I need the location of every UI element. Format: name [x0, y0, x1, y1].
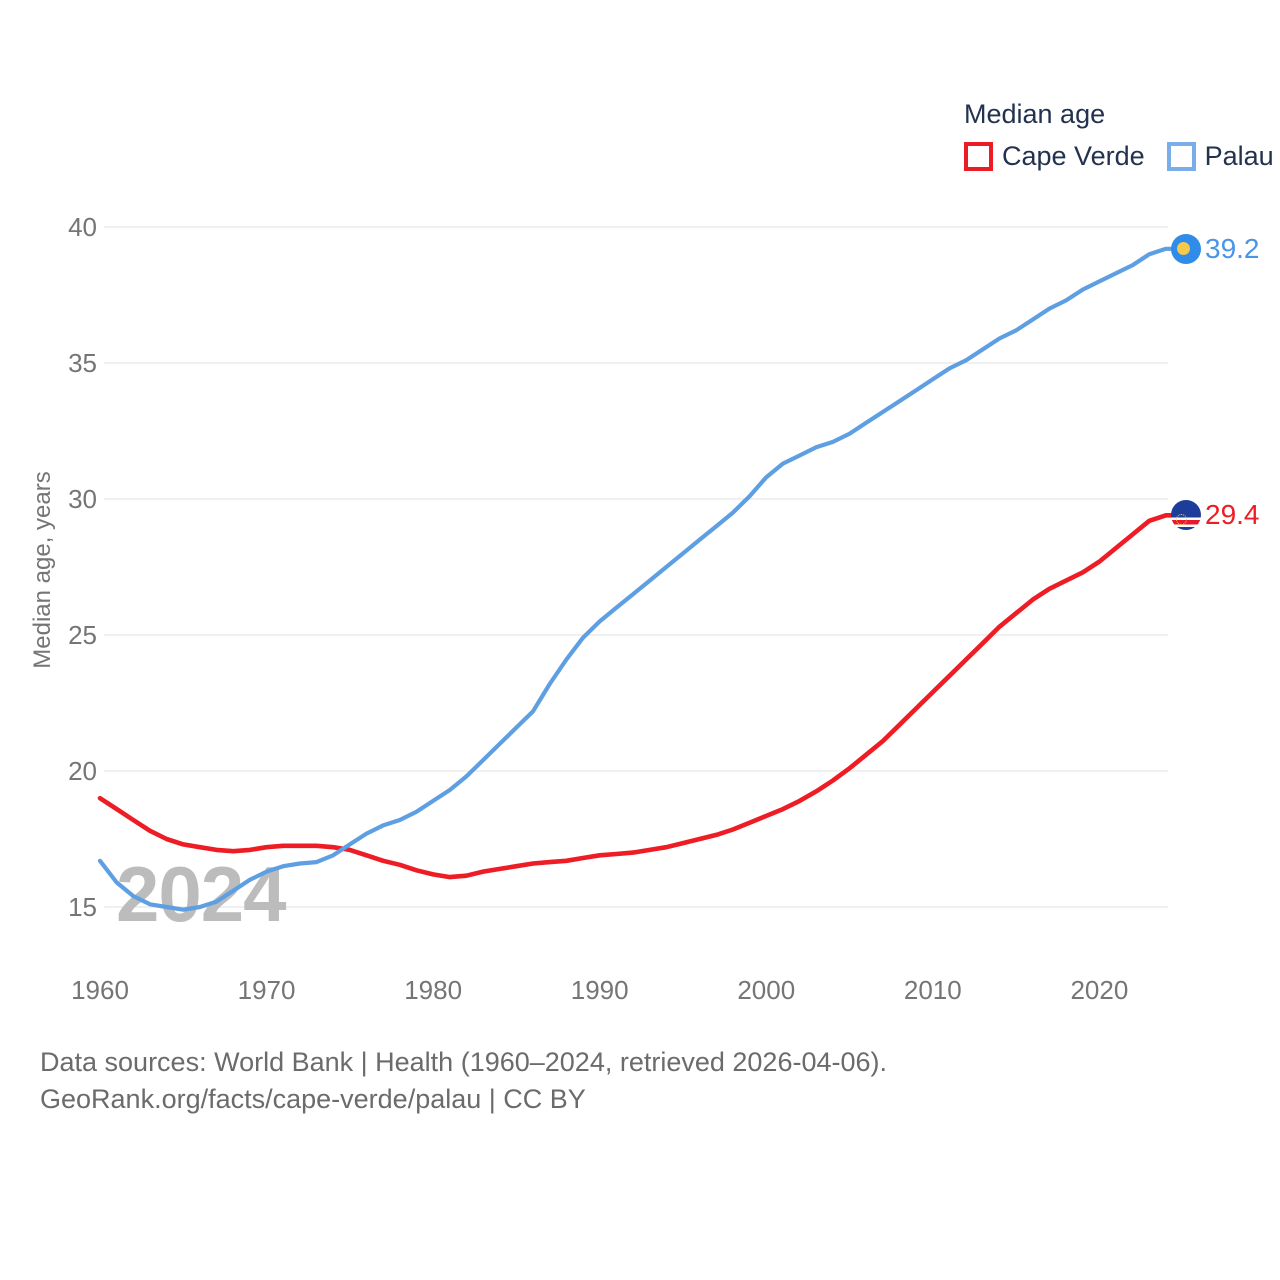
legend-item-label: Cape Verde: [1002, 141, 1145, 171]
watermark-year: 2024: [116, 850, 286, 938]
legend-title: Median age: [964, 99, 1106, 129]
y-tick-label: 35: [68, 348, 97, 378]
palau-flag-icon: [1171, 233, 1201, 264]
y-tick-label: 20: [68, 756, 97, 786]
y-tick-label: 25: [68, 620, 97, 650]
axis-labels: 15 20 25 30 35 40 1960 1970 1980 1990 2000 2010 2020…: [29, 212, 1128, 1005]
data-source-line: Data sources: World Bank | Health (1960–…: [40, 1047, 887, 1077]
legend-item-label: Palau: [1204, 141, 1274, 171]
y-tick-label: 30: [68, 484, 97, 514]
cape-verde-swatch-icon: [964, 142, 993, 171]
legend-item-palau[interactable]: Palau: [1166, 141, 1274, 172]
y-tick-label: 15: [68, 892, 97, 922]
line-cape-verde: [97, 513, 1175, 880]
cape-verde-flag-stars: [1176, 514, 1187, 526]
x-tick-label: 2000: [737, 975, 795, 1005]
x-tick-label: 1960: [71, 975, 129, 1005]
cape-verde-end-value: 29.4: [1205, 499, 1260, 531]
legend-row: Cape Verde Palau: [964, 141, 1274, 172]
cape-verde-flag-icon: [1171, 500, 1201, 531]
legend: Median age Cape Verde Palau: [964, 98, 1274, 172]
x-tick-label: 1980: [404, 975, 462, 1005]
x-tick-label: 2020: [1070, 975, 1128, 1005]
data-lines: [97, 246, 1175, 912]
x-tick-label: 1990: [571, 975, 629, 1005]
source-attribution: Data sources: World Bank | Health (1960–…: [40, 1044, 887, 1118]
y-axis-title: Median age, years: [29, 471, 56, 668]
palau-swatch-icon: [1166, 142, 1196, 171]
url-license-line: GeoRank.org/facts/cape-verde/palau | CC …: [40, 1084, 586, 1114]
y-tick-label: 40: [68, 212, 97, 242]
x-tick-label: 2010: [904, 975, 962, 1005]
legend-item-cape-verde[interactable]: Cape Verde: [964, 141, 1145, 172]
palau-end-value: 39.2: [1205, 232, 1260, 264]
gridlines: [104, 226, 1168, 908]
x-tick-label: 1970: [238, 975, 296, 1005]
palau-flag-moon: [1177, 241, 1190, 255]
line-palau: [97, 246, 1175, 912]
